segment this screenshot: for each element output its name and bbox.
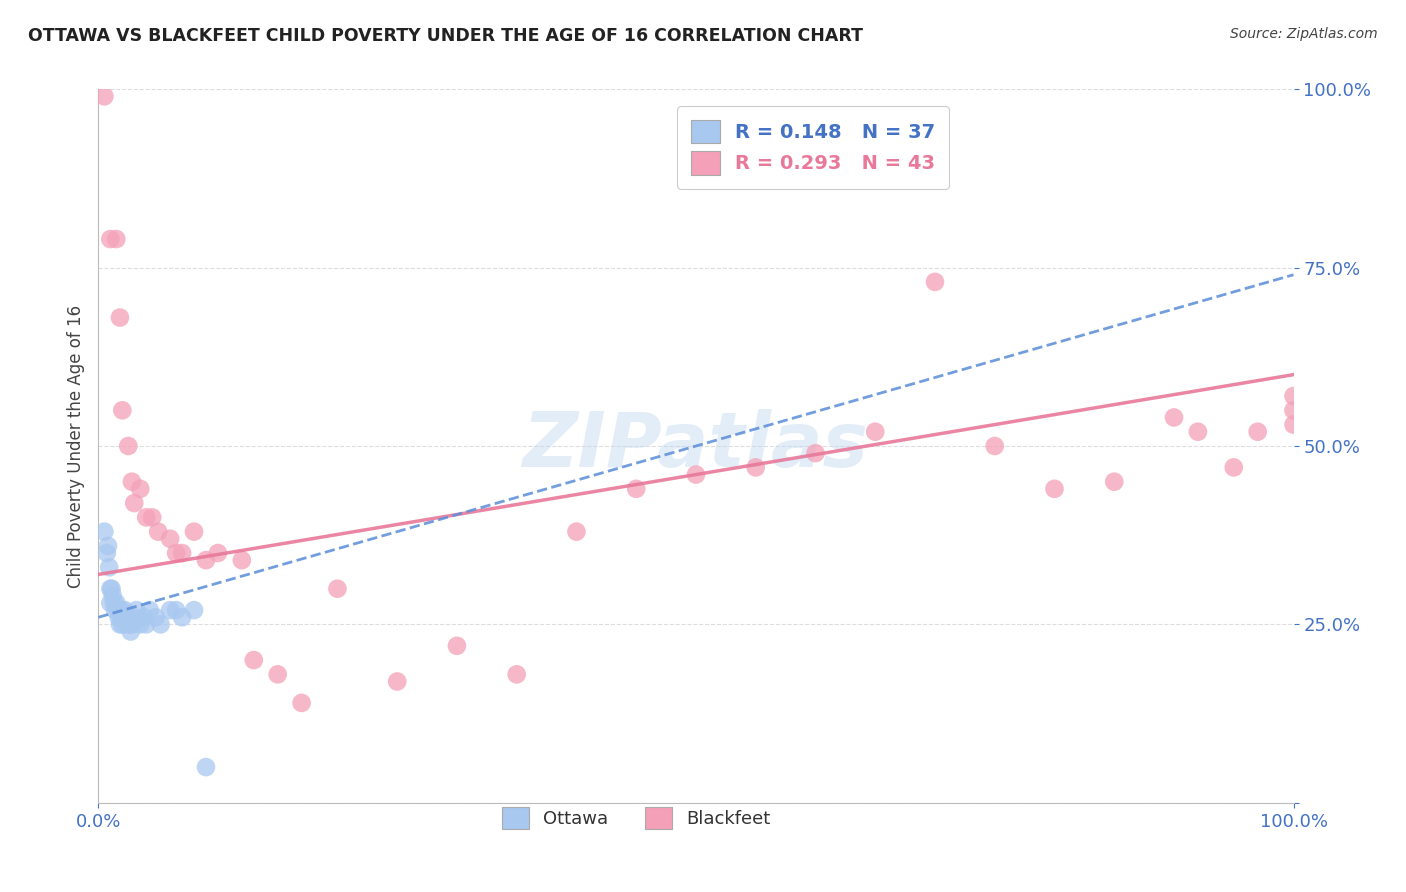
Point [195,760,218,774]
Point [984,439,1007,453]
Point [626,482,648,496]
Point [129,482,152,496]
Point [1247,425,1270,439]
Point [93,524,115,539]
Point [172,610,194,624]
Point [117,610,139,624]
Point [326,582,349,596]
Point [385,674,409,689]
Point [114,603,136,617]
Point [118,617,141,632]
Point [115,610,138,624]
Point [267,667,290,681]
Point [804,446,827,460]
Point [96,546,118,560]
Point [97,539,120,553]
Point [141,510,163,524]
Point [1104,475,1126,489]
Point [98,560,121,574]
Point [165,546,187,560]
Point [159,532,181,546]
Point [111,617,134,632]
Point [159,603,181,617]
Point [506,667,529,681]
Point [149,617,172,632]
Point [111,403,134,417]
Point [103,596,125,610]
Point [1163,410,1185,425]
Point [231,553,253,567]
Point [1282,403,1305,417]
Point [135,510,157,524]
Point [121,475,143,489]
Point [124,610,146,624]
Point [121,617,143,632]
Point [110,603,132,617]
Y-axis label: Child Poverty Under the Age of 16: Child Poverty Under the Age of 16 [66,304,84,588]
Point [291,696,314,710]
Point [105,232,128,246]
Point [108,310,131,325]
Text: ZIPatlas: ZIPatlas [523,409,869,483]
Point [135,617,157,632]
Point [924,275,946,289]
Point [865,425,887,439]
Point [105,596,128,610]
Point [165,603,187,617]
Point [98,582,122,596]
Point [1043,482,1066,496]
Point [98,596,122,610]
Text: OTTAWA VS BLACKFEET CHILD POVERTY UNDER THE AGE OF 16 CORRELATION CHART: OTTAWA VS BLACKFEET CHILD POVERTY UNDER … [28,27,863,45]
Point [745,460,768,475]
Point [565,524,588,539]
Point [112,610,135,624]
Text: Source: ZipAtlas.com: Source: ZipAtlas.com [1230,27,1378,41]
Point [104,603,127,617]
Point [98,232,122,246]
Point [207,546,229,560]
Point [1282,417,1305,432]
Point [1223,460,1246,475]
Point [195,553,218,567]
Point [148,524,170,539]
Point [107,610,129,624]
Point [115,617,138,632]
Legend: Ottawa, Blackfeet: Ottawa, Blackfeet [495,800,778,837]
Point [100,582,122,596]
Point [139,603,162,617]
Point [125,603,148,617]
Point [93,89,115,103]
Point [1187,425,1209,439]
Point [145,610,167,624]
Point [685,467,707,482]
Point [101,589,124,603]
Point [183,603,205,617]
Point [1282,389,1305,403]
Point [107,603,129,617]
Point [117,439,139,453]
Point [172,546,194,560]
Point [183,524,205,539]
Point [124,496,146,510]
Point [446,639,468,653]
Point [120,624,142,639]
Point [243,653,266,667]
Point [129,617,152,632]
Point [132,610,155,624]
Point [108,617,131,632]
